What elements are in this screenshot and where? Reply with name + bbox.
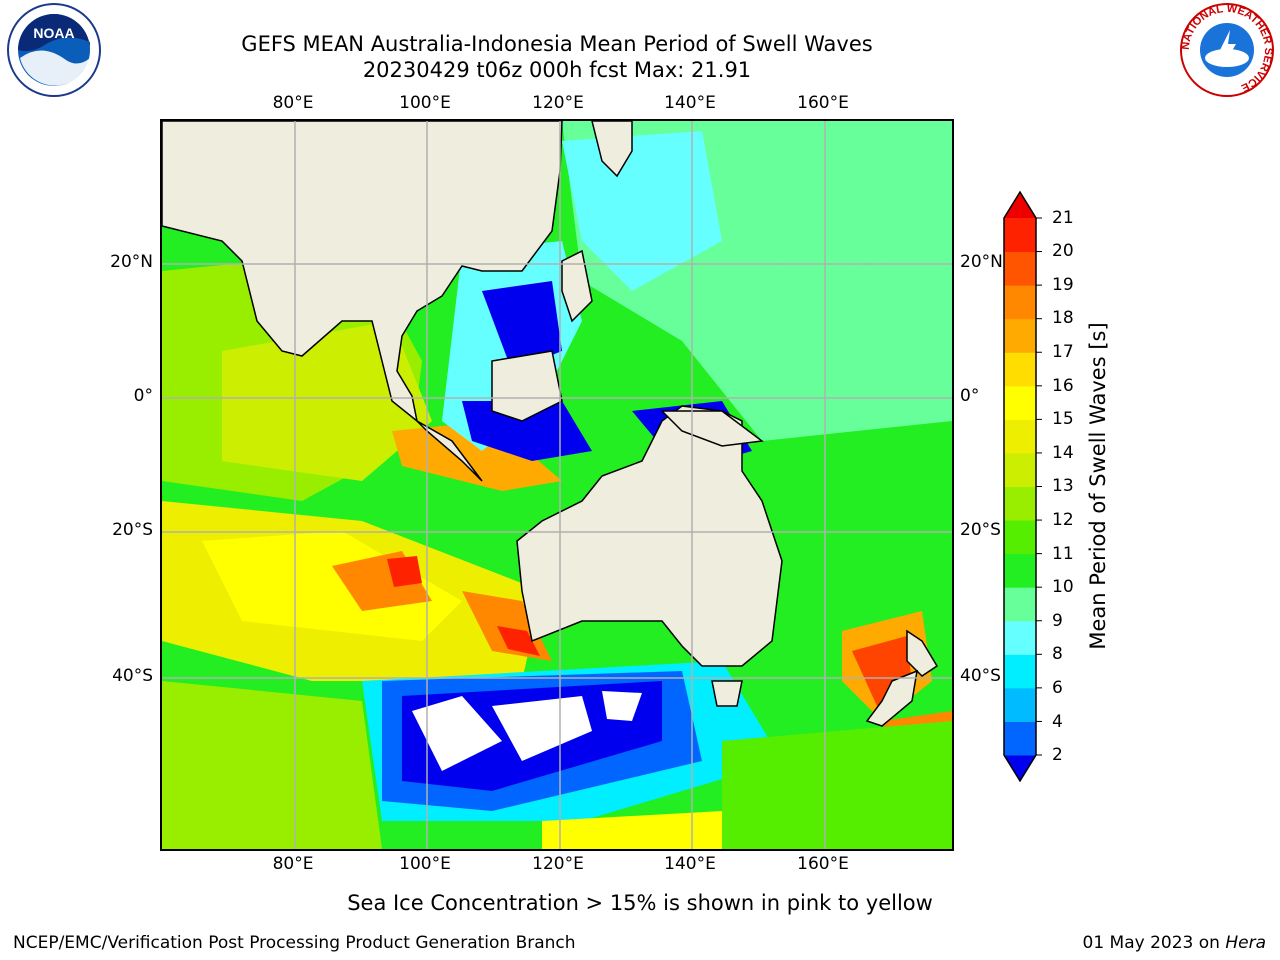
tasmania [711, 680, 743, 707]
swell-region [387, 556, 422, 587]
lat-label-right: 20°N [960, 252, 1003, 272]
colorbar-extend-min [1004, 755, 1036, 781]
colorbar-segment [1004, 385, 1036, 420]
colorbar-tick: 21 [1052, 208, 1074, 228]
swell-region [202, 531, 462, 641]
colorbar-tick: 12 [1052, 510, 1074, 530]
colorbar-tick: 4 [1052, 712, 1063, 732]
lon-label-bottom: 80°E [272, 854, 314, 874]
footer-host: Hera [1225, 933, 1266, 953]
colorbar-tick: 6 [1052, 678, 1063, 698]
nz-north-island [906, 629, 939, 677]
colorbar-tick: 8 [1052, 644, 1063, 664]
lon-label-bottom: 140°E [664, 854, 716, 874]
graticule [162, 121, 952, 849]
swell-region [492, 696, 592, 761]
colorbar-segment [1004, 520, 1036, 555]
australia [516, 405, 783, 667]
lon-label-bottom: 160°E [797, 854, 849, 874]
swell-region [482, 281, 562, 371]
noaa-logo: NOAA [6, 2, 102, 102]
colorbar [1003, 190, 1042, 783]
swell-region [602, 691, 642, 721]
colorbar-segment [1004, 318, 1036, 353]
colorbar-segment [1004, 452, 1036, 487]
colorbar-segment [1004, 352, 1036, 387]
lon-label-bottom: 120°E [532, 854, 584, 874]
nws-logo: NATIONAL WEATHER SERVICE [1178, 2, 1276, 102]
lon-label-top: 160°E [797, 93, 849, 113]
sea-ice-note: Sea Ice Concentration > 15% is shown in … [347, 891, 933, 915]
colorbar-segment [1004, 654, 1036, 689]
noaa-logo-text: NOAA [33, 25, 74, 41]
footer-date: 01 May 2023 on Hera [1083, 933, 1267, 953]
lon-label-top: 80°E [272, 93, 314, 113]
swell-region [722, 721, 952, 849]
colorbar-tick: 13 [1052, 476, 1074, 496]
footer-date-text: 01 May 2023 on [1082, 933, 1226, 953]
colorbar-extend-max [1004, 192, 1036, 218]
colorbar-segment [1004, 251, 1036, 286]
colorbar-tick: 9 [1052, 611, 1063, 631]
nz-south-island [865, 669, 918, 727]
footer-credit: NCEP/EMC/Verification Post Processing Pr… [13, 933, 576, 953]
swell-region [222, 321, 432, 481]
colorbar-tick: 20 [1052, 241, 1074, 261]
colorbar-tick: 19 [1052, 275, 1074, 295]
colorbar-label: Mean Period of Swell Waves [s] [1086, 322, 1110, 650]
swell-region [412, 696, 502, 771]
colorbar-tick: 17 [1052, 342, 1074, 362]
colorbar-segment [1004, 721, 1036, 756]
lon-label-top: 100°E [399, 93, 451, 113]
land-masses [162, 121, 939, 727]
chart-subtitle: 20230429 t06z 000h fcst Max: 21.91 [362, 58, 752, 82]
map-panel [160, 119, 954, 851]
colorbar-tick: 15 [1052, 409, 1074, 429]
borneo [491, 350, 563, 422]
map-canvas [162, 121, 952, 849]
colorbar-segment [1004, 419, 1036, 454]
colorbar-segment [1004, 687, 1036, 722]
swell-region [542, 811, 722, 849]
lat-label-left: 0° [133, 386, 153, 406]
swell-region [562, 131, 722, 291]
colorbar-segment [1004, 218, 1036, 253]
colorbar-tick: 14 [1052, 443, 1074, 463]
lon-label-top: 140°E [664, 93, 716, 113]
philippines [561, 249, 593, 323]
colorbar-tick: 11 [1052, 544, 1074, 564]
lat-label-right: 40°S [960, 666, 1001, 686]
japan [591, 121, 633, 178]
swell-region [162, 681, 382, 849]
colorbar-tick: 2 [1052, 745, 1063, 765]
colorbar-segment [1004, 285, 1036, 320]
swell-region [722, 161, 922, 291]
colorbar-segment [1004, 587, 1036, 622]
lat-label-left: 40°S [112, 666, 153, 686]
lat-label-right: 20°S [960, 520, 1001, 540]
colorbar-tick: 10 [1052, 577, 1074, 597]
swell-region [392, 421, 562, 491]
sumatra [416, 420, 483, 482]
swell-region [497, 626, 540, 656]
colorbar-tick: 18 [1052, 308, 1074, 328]
lat-label-right: 0° [960, 386, 980, 406]
colorbar-segment [1004, 553, 1036, 588]
lon-label-top: 120°E [532, 93, 584, 113]
lon-label-bottom: 100°E [399, 854, 451, 874]
lat-label-left: 20°N [110, 252, 153, 272]
colorbar-segment [1004, 486, 1036, 521]
lat-label-left: 20°S [112, 520, 153, 540]
chart-title: GEFS MEAN Australia-Indonesia Mean Perio… [241, 32, 873, 56]
colorbar-tick: 16 [1052, 376, 1074, 396]
new-guinea [660, 410, 764, 447]
colorbar-segment [1004, 620, 1036, 655]
